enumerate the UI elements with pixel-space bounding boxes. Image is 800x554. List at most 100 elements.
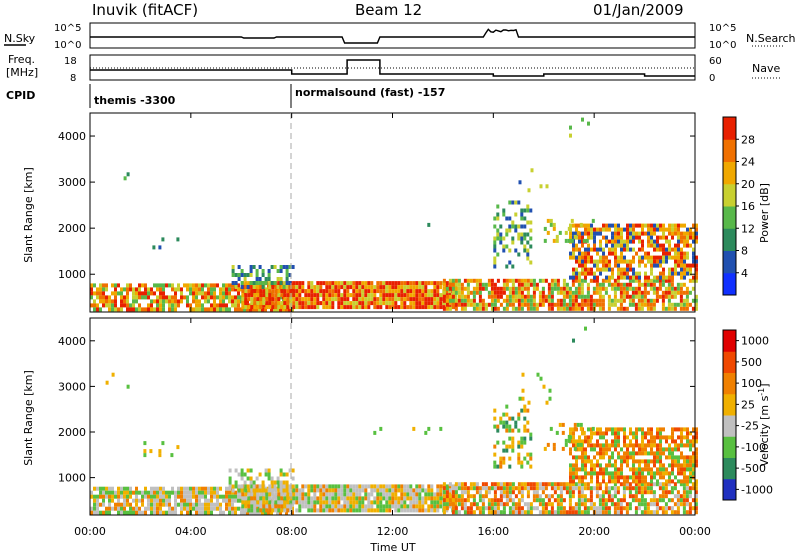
range-gate-cell xyxy=(499,456,503,461)
range-gate-cell xyxy=(686,231,689,236)
range-gate-cell xyxy=(231,490,234,495)
range-gate-cell xyxy=(620,251,623,256)
range-gate-cell xyxy=(626,275,629,280)
range-gate-cell xyxy=(637,490,641,495)
range-gate-cell xyxy=(626,459,629,464)
range-gate-cell xyxy=(246,510,249,515)
range-gate-cell xyxy=(674,251,677,256)
range-gate-cell xyxy=(574,482,578,487)
range-gate-cell xyxy=(244,293,248,298)
range-gate-cell xyxy=(573,426,577,431)
range-gate-cell xyxy=(599,247,602,252)
range-gate-cell xyxy=(180,510,183,515)
range-gate-cell xyxy=(671,459,674,464)
range-gate-cell xyxy=(590,231,593,236)
range-gate-cell xyxy=(421,484,425,489)
range-gate-cell xyxy=(442,298,446,303)
range-gate-cell xyxy=(529,278,533,283)
range-gate-cell xyxy=(301,305,305,310)
range-gate-cell xyxy=(237,299,240,304)
range-gate-cell xyxy=(683,251,686,256)
range-gate-cell xyxy=(270,476,274,481)
range-gate-cell xyxy=(628,490,632,495)
range-gate-cell xyxy=(665,239,668,244)
range-gate-cell xyxy=(316,484,320,489)
range-gate-cell xyxy=(268,488,272,493)
range-gate-cell xyxy=(508,486,512,491)
range-gate-cell xyxy=(331,301,335,306)
range-gate-cell xyxy=(538,502,542,507)
range-gate-cell xyxy=(614,475,617,480)
range-gate-cell xyxy=(475,506,479,511)
range-gate-cell xyxy=(664,290,668,295)
range-gate-cell xyxy=(588,438,592,443)
range-gate-cell xyxy=(271,289,275,294)
range-gate-cell xyxy=(159,291,162,296)
range-gate-cell xyxy=(240,488,244,493)
range-gate-cell xyxy=(658,494,662,499)
range-gate-cell xyxy=(346,285,350,290)
range-gate-cell xyxy=(213,291,216,296)
range-gate-cell xyxy=(587,251,590,256)
range-gate-cell xyxy=(307,281,311,286)
range-gate-cell xyxy=(614,247,617,252)
range-gate-cell xyxy=(484,482,488,487)
range-gate-cell xyxy=(598,486,602,491)
range-gate-cell xyxy=(508,228,512,233)
range-gate-cell xyxy=(614,471,617,476)
range-gate-cell xyxy=(268,484,272,489)
range-gate-cell xyxy=(379,293,383,298)
range-gate-cell xyxy=(614,223,617,228)
range-gate-cell xyxy=(286,289,290,294)
range-gate-cell xyxy=(261,285,265,289)
range-gate-cell xyxy=(463,498,467,503)
range-gate-cell xyxy=(240,281,244,285)
range-gate-cell xyxy=(279,277,283,281)
range-gate-cell xyxy=(543,446,547,451)
range-gate-cell xyxy=(505,486,509,491)
range-gate-cell xyxy=(595,486,599,491)
range-gate-cell xyxy=(250,496,254,501)
range-gate-cell xyxy=(665,255,668,260)
range-gate-cell xyxy=(192,291,195,296)
range-gate-cell xyxy=(310,305,314,310)
range-gate-cell xyxy=(646,306,650,311)
range-gate-cell xyxy=(679,290,683,295)
range-gate-cell xyxy=(274,285,278,290)
range-gate-cell xyxy=(400,508,404,513)
range-gate-cell xyxy=(430,305,434,310)
range-gate-cell xyxy=(319,492,323,497)
range-gate-cell xyxy=(541,482,545,487)
range-gate-cell xyxy=(138,506,141,511)
range-gate-cell xyxy=(496,232,500,237)
range-gate-cell xyxy=(352,488,356,493)
range-gate-cell xyxy=(602,455,605,460)
range-gate-cell xyxy=(373,285,377,290)
range-gate-cell xyxy=(237,295,240,300)
range-gate-cell xyxy=(228,490,231,495)
range-gate-cell xyxy=(581,271,584,276)
range-gate-cell xyxy=(295,289,299,294)
range-gate-cell xyxy=(605,431,608,436)
range-gate-cell xyxy=(120,295,123,300)
range-gate-cell xyxy=(677,259,680,264)
range-gate-cell xyxy=(584,447,587,452)
range-gate-cell xyxy=(608,239,611,244)
range-gate-cell xyxy=(171,490,174,495)
range-gate-cell xyxy=(680,239,683,244)
range-gate-cell xyxy=(593,259,596,264)
range-gate-cell xyxy=(454,293,458,298)
range-gate-cell xyxy=(442,306,446,311)
range-gate-cell xyxy=(677,467,680,472)
range-gate-cell xyxy=(571,510,575,515)
range-gate-cell xyxy=(222,303,225,308)
range-gate-cell xyxy=(550,294,554,299)
range-gate-cell xyxy=(641,451,644,456)
range-gate-cell xyxy=(511,278,515,283)
range-gate-cell xyxy=(688,302,692,307)
range-gate-cell xyxy=(631,498,635,503)
range-gate-cell xyxy=(144,490,147,495)
range-gate-cell xyxy=(253,297,257,302)
range-gate-cell xyxy=(126,287,129,292)
range-gate-cell xyxy=(549,426,553,431)
